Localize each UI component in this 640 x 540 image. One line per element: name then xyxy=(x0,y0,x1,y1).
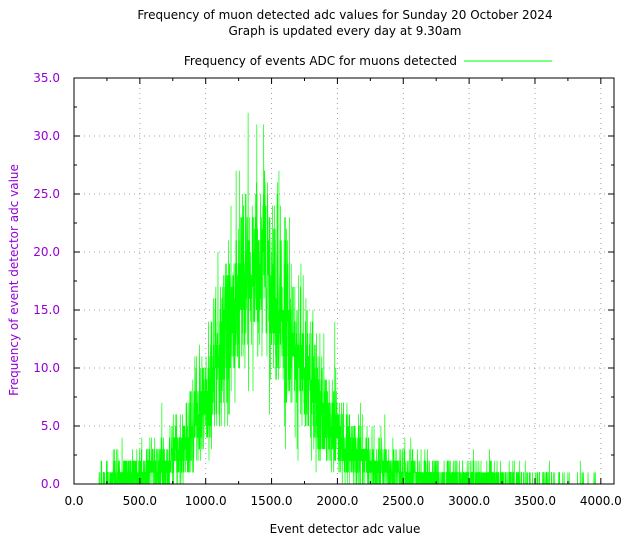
y-tick-label: 35.0 xyxy=(33,71,60,85)
x-axis-label: Event detector adc value xyxy=(270,522,421,536)
y-tick-label: 25.0 xyxy=(33,187,60,201)
y-tick-label: 0.0 xyxy=(41,477,60,491)
x-tick-label: 3000.0 xyxy=(448,494,490,508)
y-tick-label: 5.0 xyxy=(41,419,60,433)
x-tick-labels: 0.0 500.0 1000.0 1500.0 2000.0 2500.0 3000.0 35… xyxy=(64,494,621,508)
grid xyxy=(74,78,614,484)
y-tick-label: 30.0 xyxy=(33,129,60,143)
y-tick-label: 15.0 xyxy=(33,303,60,317)
x-tick-label: 500.0 xyxy=(123,494,157,508)
series-line xyxy=(95,112,596,485)
chart-title: Frequency of muon detected adc values fo… xyxy=(137,8,552,22)
chart-subtitle: Graph is updated every day at 9.30am xyxy=(229,24,462,38)
x-tick-label: 1500.0 xyxy=(251,494,293,508)
legend: Frequency of events ADC for muons detect… xyxy=(184,54,552,68)
legend-label: Frequency of events ADC for muons detect… xyxy=(184,54,457,68)
x-tick-label: 2000.0 xyxy=(316,494,358,508)
y-axis-label: Frequency of event detector adc value xyxy=(7,164,21,396)
y-tick-labels: 0.0 5.0 10.0 15.0 20.0 25.0 30.0 35.0 xyxy=(33,71,60,491)
x-tick-label: 0.0 xyxy=(64,494,83,508)
series-muon-adc-frequency xyxy=(95,112,596,485)
x-tick-label: 3500.0 xyxy=(514,494,556,508)
x-tick-label: 1000.0 xyxy=(185,494,227,508)
x-tick-label: 2500.0 xyxy=(382,494,424,508)
axis-ticks xyxy=(73,77,614,485)
y-tick-label: 20.0 xyxy=(33,245,60,259)
y-tick-label: 10.0 xyxy=(33,361,60,375)
x-tick-label: 4000.0 xyxy=(580,494,622,508)
